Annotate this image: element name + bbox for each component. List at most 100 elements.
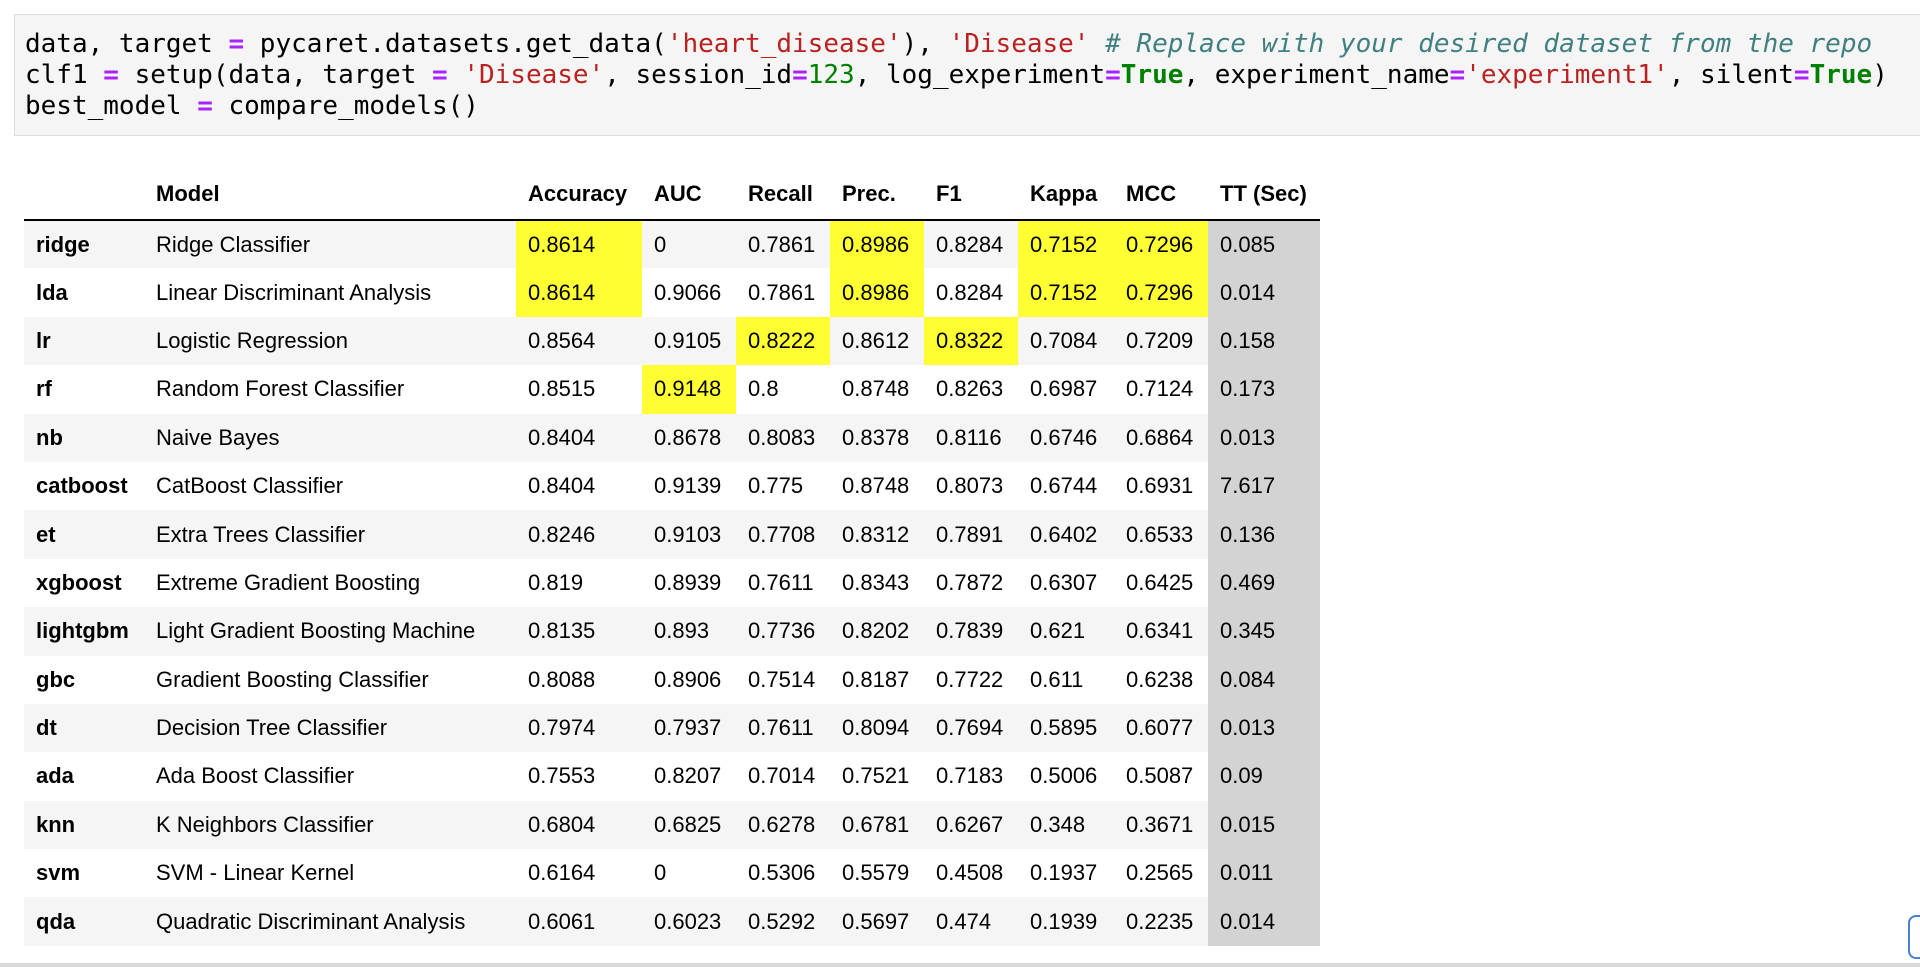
cell-auc: 0.6825 (642, 801, 736, 849)
cell-model: Gradient Boosting Classifier (144, 656, 516, 704)
cell-recall: 0.7736 (736, 607, 830, 655)
cell-accuracy: 0.8614 (516, 220, 642, 268)
cell-f1: 0.8263 (924, 365, 1018, 413)
cell-recall: 0.7861 (736, 268, 830, 316)
cell-auc: 0 (642, 849, 736, 897)
cell-mcc: 0.6425 (1114, 559, 1208, 607)
cell-accuracy: 0.8404 (516, 462, 642, 510)
cell-tt-sec: 0.013 (1208, 704, 1320, 752)
table-row: nbNaive Bayes0.84040.86780.80830.83780.8… (24, 414, 1320, 462)
cell-f1: 0.8073 (924, 462, 1018, 510)
cell-tt-sec: 0.09 (1208, 752, 1320, 800)
cell-recall: 0.7014 (736, 752, 830, 800)
cell-tt-sec: 0.013 (1208, 414, 1320, 462)
cell-index: lr (24, 317, 144, 365)
table-body: ridgeRidge Classifier0.861400.78610.8986… (24, 220, 1320, 946)
cell-f1: 0.8322 (924, 317, 1018, 365)
cell-mcc: 0.7124 (1114, 365, 1208, 413)
cell-accuracy: 0.8088 (516, 656, 642, 704)
cell-recall: 0.7514 (736, 656, 830, 704)
table-header-row: Model Accuracy AUC Recall Prec. F1 Kappa… (24, 168, 1320, 220)
cell-mcc: 0.3671 (1114, 801, 1208, 849)
cell-model: Linear Discriminant Analysis (144, 268, 516, 316)
cell-index: et (24, 510, 144, 558)
cell-index: ada (24, 752, 144, 800)
cell-kappa: 0.7152 (1018, 268, 1114, 316)
cell-index: knn (24, 801, 144, 849)
cell-recall: 0.6278 (736, 801, 830, 849)
cell-model: Ada Boost Classifier (144, 752, 516, 800)
table-row: qdaQuadratic Discriminant Analysis0.6061… (24, 897, 1320, 945)
cell-auc: 0.893 (642, 607, 736, 655)
cell-index: lightgbm (24, 607, 144, 655)
cell-f1: 0.7722 (924, 656, 1018, 704)
cell-model: Extra Trees Classifier (144, 510, 516, 558)
cell-precision: 0.8378 (830, 414, 924, 462)
cell-mcc: 0.6341 (1114, 607, 1208, 655)
table-row: lrLogistic Regression0.85640.91050.82220… (24, 317, 1320, 365)
cell-auc: 0.9103 (642, 510, 736, 558)
table-row: etExtra Trees Classifier0.82460.91030.77… (24, 510, 1320, 558)
code-cell[interactable]: data, target = pycaret.datasets.get_data… (14, 14, 1920, 136)
cell-tt-sec: 0.345 (1208, 607, 1320, 655)
cell-mcc: 0.5087 (1114, 752, 1208, 800)
cell-kappa: 0.6987 (1018, 365, 1114, 413)
cell-model: Light Gradient Boosting Machine (144, 607, 516, 655)
cell-precision: 0.8094 (830, 704, 924, 752)
cell-index: nb (24, 414, 144, 462)
cell-mcc: 0.6077 (1114, 704, 1208, 752)
cell-model: SVM - Linear Kernel (144, 849, 516, 897)
cell-kappa: 0.5895 (1018, 704, 1114, 752)
cell-model: Decision Tree Classifier (144, 704, 516, 752)
column-header-tt-sec: TT (Sec) (1208, 168, 1320, 220)
code-editor[interactable]: data, target = pycaret.datasets.get_data… (25, 29, 1888, 122)
cell-accuracy: 0.6804 (516, 801, 642, 849)
cell-precision: 0.5697 (830, 897, 924, 945)
cell-precision: 0.8312 (830, 510, 924, 558)
cell-auc: 0.9148 (642, 365, 736, 413)
cell-accuracy: 0.819 (516, 559, 642, 607)
column-header-accuracy: Accuracy (516, 168, 642, 220)
cell-recall: 0.8 (736, 365, 830, 413)
cell-tt-sec: 0.015 (1208, 801, 1320, 849)
cell-precision: 0.7521 (830, 752, 924, 800)
cell-precision: 0.6781 (830, 801, 924, 849)
table-row: gbcGradient Boosting Classifier0.80880.8… (24, 656, 1320, 704)
cell-kappa: 0.6744 (1018, 462, 1114, 510)
cell-auc: 0.8207 (642, 752, 736, 800)
table-row: svmSVM - Linear Kernel0.616400.53060.557… (24, 849, 1320, 897)
cell-recall: 0.5292 (736, 897, 830, 945)
cell-tt-sec: 0.011 (1208, 849, 1320, 897)
cell-accuracy: 0.8404 (516, 414, 642, 462)
code-line-2: clf1 = setup(data, target = 'Disease', s… (25, 60, 1888, 90)
table-row: knnK Neighbors Classifier0.68040.68250.6… (24, 801, 1320, 849)
column-header-kappa: Kappa (1018, 168, 1114, 220)
cell-tt-sec: 0.014 (1208, 897, 1320, 945)
scroll-indicator[interactable] (1908, 915, 1920, 959)
column-header-auc: AUC (642, 168, 736, 220)
cell-recall: 0.7611 (736, 704, 830, 752)
column-header-f1: F1 (924, 168, 1018, 220)
cell-auc: 0.8906 (642, 656, 736, 704)
cell-model: Ridge Classifier (144, 220, 516, 268)
table-row: xgboostExtreme Gradient Boosting0.8190.8… (24, 559, 1320, 607)
cell-model: K Neighbors Classifier (144, 801, 516, 849)
table-row: ldaLinear Discriminant Analysis0.86140.9… (24, 268, 1320, 316)
cell-precision: 0.8612 (830, 317, 924, 365)
cell-recall: 0.5306 (736, 849, 830, 897)
table-row: adaAda Boost Classifier0.75530.82070.701… (24, 752, 1320, 800)
cell-mcc: 0.7209 (1114, 317, 1208, 365)
cell-accuracy: 0.8135 (516, 607, 642, 655)
cell-precision: 0.8986 (830, 268, 924, 316)
cell-model: Quadratic Discriminant Analysis (144, 897, 516, 945)
cell-model: Extreme Gradient Boosting (144, 559, 516, 607)
cell-precision: 0.8202 (830, 607, 924, 655)
cell-recall: 0.8083 (736, 414, 830, 462)
cell-mcc: 0.6533 (1114, 510, 1208, 558)
cell-auc: 0.7937 (642, 704, 736, 752)
cell-f1: 0.7839 (924, 607, 1018, 655)
cell-recall: 0.775 (736, 462, 830, 510)
cell-mcc: 0.6238 (1114, 656, 1208, 704)
cell-mcc: 0.6931 (1114, 462, 1208, 510)
cell-precision: 0.8748 (830, 462, 924, 510)
